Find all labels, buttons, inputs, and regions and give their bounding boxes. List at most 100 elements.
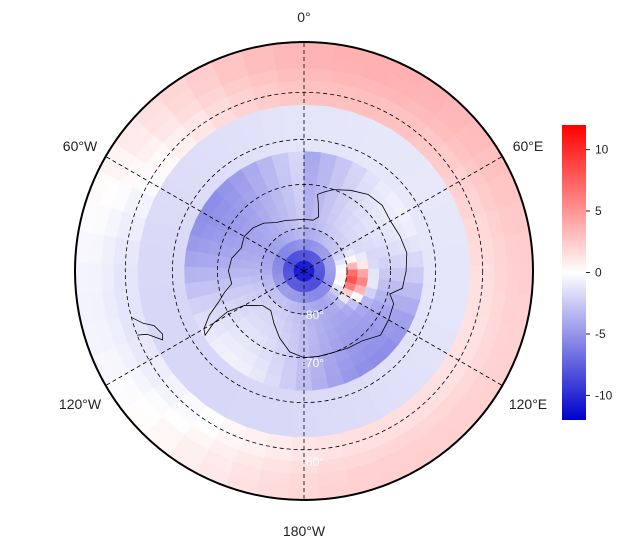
field-cell bbox=[423, 266, 436, 286]
field-cell bbox=[303, 127, 325, 142]
field-cell bbox=[303, 42, 337, 58]
lon-label-120e: 120°E bbox=[509, 396, 547, 412]
colorbar-tick-label: -10 bbox=[595, 388, 613, 402]
field-cell bbox=[183, 249, 198, 268]
field-cell bbox=[277, 79, 305, 95]
field-cell bbox=[287, 333, 300, 347]
field-cell bbox=[206, 253, 220, 269]
field-cell bbox=[283, 355, 299, 369]
field-cell bbox=[125, 264, 139, 291]
meridian-line bbox=[303, 270, 503, 386]
field-cell bbox=[346, 268, 359, 277]
field-cell bbox=[389, 267, 402, 282]
lon-label-180w: 180°W bbox=[283, 523, 326, 539]
field-cell bbox=[280, 103, 305, 119]
field-cell bbox=[183, 266, 197, 284]
longitude-labels: 0° 60°E 120°E 180°W 120°W 60°W bbox=[59, 9, 547, 539]
south-america-coast bbox=[131, 316, 164, 341]
field-cell bbox=[206, 267, 219, 282]
field-cell bbox=[172, 247, 187, 268]
field-cell bbox=[303, 115, 326, 130]
field-cell bbox=[303, 195, 315, 208]
colorbar: 10 5 0 -5 -10 bbox=[562, 125, 613, 420]
field-cell bbox=[303, 54, 335, 70]
field-cell bbox=[137, 264, 151, 289]
field-cell bbox=[293, 195, 305, 208]
field-cell bbox=[283, 127, 305, 142]
field-cell bbox=[434, 265, 448, 287]
lon-label-120w: 120°W bbox=[59, 396, 102, 412]
colorbar-tick-label: 5 bbox=[595, 204, 602, 218]
field-cell bbox=[303, 172, 318, 186]
lon-label-60e: 60°E bbox=[513, 138, 544, 154]
field-cell bbox=[217, 255, 230, 269]
field-cell bbox=[303, 103, 328, 119]
field-cell bbox=[411, 266, 425, 284]
field-cell bbox=[112, 263, 127, 292]
field-cell bbox=[400, 266, 414, 283]
field-cell bbox=[303, 91, 330, 107]
field-cell bbox=[457, 264, 471, 289]
field-cell bbox=[469, 264, 483, 291]
field-cell bbox=[335, 269, 348, 276]
field-cell bbox=[505, 263, 521, 294]
field-cell bbox=[285, 139, 305, 153]
field-cell bbox=[493, 263, 508, 293]
field-cell bbox=[278, 91, 305, 107]
field-cell bbox=[273, 54, 305, 70]
lon-label-60w: 60°W bbox=[63, 138, 98, 154]
map-border bbox=[74, 41, 534, 501]
colorbar-gradient bbox=[562, 125, 586, 420]
field-cell bbox=[303, 216, 312, 229]
colorbar-tick-label: 10 bbox=[595, 143, 609, 157]
field-cell bbox=[239, 268, 251, 279]
latitude-circle bbox=[260, 227, 348, 315]
field-cell bbox=[239, 259, 252, 270]
field-cell bbox=[290, 172, 305, 186]
colorbar-tick-label: 0 bbox=[595, 266, 602, 280]
field-cell bbox=[446, 265, 460, 288]
field-cell bbox=[282, 115, 305, 130]
field-cell bbox=[357, 268, 369, 279]
field-cell bbox=[217, 267, 230, 281]
colorbar-tick-label: -5 bbox=[595, 327, 606, 341]
meridian-line bbox=[105, 270, 305, 386]
field-cell bbox=[367, 268, 380, 280]
lat-label-60: -60° bbox=[302, 455, 324, 469]
field-cell bbox=[388, 253, 402, 269]
field-cell bbox=[160, 265, 174, 287]
field-cell bbox=[481, 263, 496, 292]
field-cell bbox=[303, 161, 320, 175]
field-cell bbox=[286, 150, 305, 164]
field-cell bbox=[303, 139, 323, 153]
field-cell bbox=[87, 263, 103, 294]
field-cell bbox=[518, 262, 533, 296]
field-cell bbox=[100, 263, 115, 293]
field-cell bbox=[275, 67, 305, 83]
field-cell bbox=[291, 184, 305, 197]
field-cell bbox=[303, 205, 314, 219]
lat-label-80: -80° bbox=[302, 308, 324, 322]
field-cell bbox=[288, 161, 305, 175]
field-cell bbox=[194, 266, 208, 283]
meridian-line bbox=[303, 156, 503, 272]
field-cell bbox=[285, 344, 300, 358]
field-cell bbox=[303, 79, 331, 95]
field-cell bbox=[303, 184, 317, 197]
field-cell bbox=[303, 67, 333, 83]
field-cell bbox=[303, 150, 322, 164]
field-cell bbox=[194, 251, 209, 268]
latitude-labels: -80° -70° -60° bbox=[302, 308, 324, 469]
latitude-circle bbox=[171, 138, 437, 404]
field-cell bbox=[410, 249, 425, 268]
field-cell bbox=[148, 265, 162, 288]
lat-label-70: -70° bbox=[302, 356, 324, 370]
lon-label-0: 0° bbox=[297, 9, 310, 25]
field-cell bbox=[75, 262, 90, 296]
meridian-line bbox=[105, 156, 305, 272]
field-cell bbox=[421, 247, 436, 268]
field-cell bbox=[378, 267, 391, 281]
field-cell bbox=[172, 266, 185, 286]
graticule bbox=[105, 42, 503, 500]
